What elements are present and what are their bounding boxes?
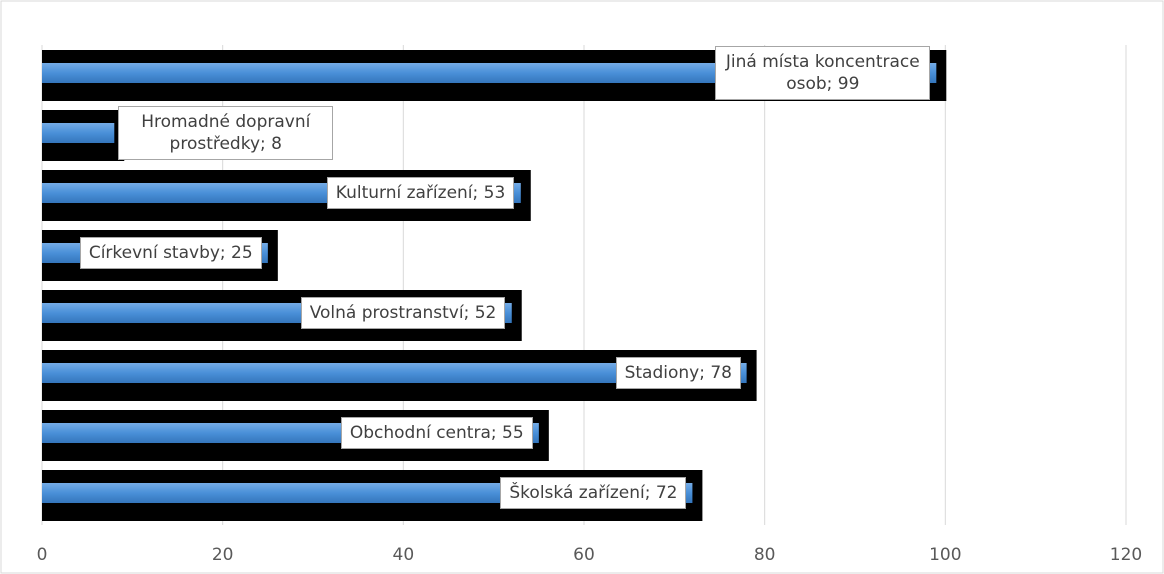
bar-edge [42,123,115,143]
x-tick-label: 100 [929,545,961,565]
bar [42,63,937,83]
x-tick-label: 120 [1110,545,1142,565]
data-label: Jiná místa koncentrace osob; 99 [715,46,931,100]
x-tick-label: 0 [37,545,48,565]
data-label: Hromadné dopravní prostředky; 8 [118,106,334,160]
data-label: Volná prostranství; 52 [300,297,506,329]
x-tick-label: 80 [754,545,776,565]
data-label: Obchodní centra; 55 [340,417,533,449]
data-label: Kulturní zařízení; 53 [326,177,515,209]
bar-edge [42,363,747,383]
x-tick-label: 40 [393,545,415,565]
data-label: Církevní stavby; 25 [79,237,262,269]
bar-edge [42,63,937,83]
x-tick-label: 20 [212,545,234,565]
data-label: Stadiony; 78 [615,357,741,389]
data-label: Školská zařízení; 72 [500,477,687,509]
x-tick-label: 60 [573,545,595,565]
bar [42,363,747,383]
bar [42,123,115,143]
